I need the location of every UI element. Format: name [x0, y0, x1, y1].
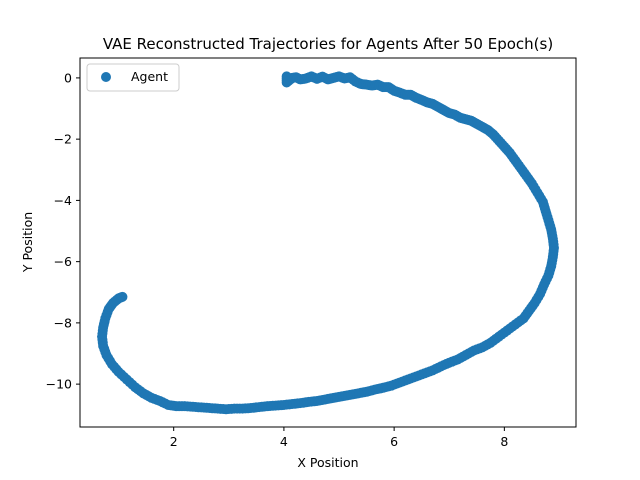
legend-marker — [101, 72, 111, 82]
x-tick-label: 8 — [500, 434, 508, 449]
plot-area — [80, 58, 576, 427]
x-tick-label: 6 — [390, 434, 398, 449]
x-tick-label: 2 — [170, 434, 178, 449]
y-axis-ticks: 0 −2 −4 −6 −8 −10 — [46, 70, 80, 392]
x-axis-label: X Position — [297, 455, 358, 470]
y-axis-label: Y Position — [20, 212, 35, 273]
y-tick-label: −6 — [54, 254, 72, 269]
x-axis-ticks: 2 4 6 8 — [170, 427, 508, 449]
y-tick-label: −4 — [54, 193, 72, 208]
data-point — [117, 291, 128, 302]
x-tick-label: 4 — [280, 434, 288, 449]
legend: Agent — [86, 63, 180, 92]
y-tick-label: −2 — [54, 132, 72, 147]
plot-frame — [79, 57, 577, 428]
y-tick-label: 0 — [64, 70, 72, 85]
chart-title: VAE Reconstructed Trajectories for Agent… — [103, 35, 553, 53]
legend-box — [86, 63, 180, 92]
legend-label-agent: Agent — [131, 69, 168, 84]
y-tick-label: −8 — [54, 315, 72, 330]
y-tick-label: −10 — [46, 377, 72, 392]
data-points — [97, 71, 559, 415]
